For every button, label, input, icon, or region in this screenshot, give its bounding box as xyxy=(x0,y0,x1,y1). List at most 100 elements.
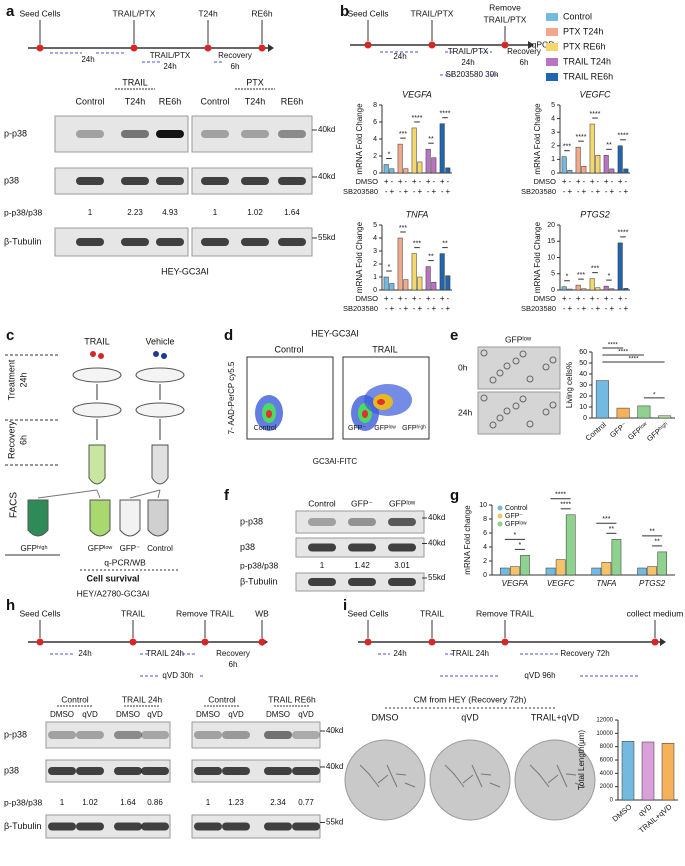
chart-title: TNFA xyxy=(406,209,429,219)
event-dot xyxy=(130,44,138,52)
cell xyxy=(480,394,488,402)
ratio-value: 1.02 xyxy=(247,208,263,217)
band xyxy=(308,578,336,586)
band xyxy=(141,767,169,775)
sig-stars: ** xyxy=(649,529,655,536)
event-label: TRAIL/PTX xyxy=(484,14,527,24)
legend-label: GFPˡᵒʷ xyxy=(505,521,527,528)
ratio-value: 1 xyxy=(88,208,93,217)
bar xyxy=(595,380,609,419)
size-label: 55kd xyxy=(326,818,343,827)
sign: - xyxy=(413,187,416,196)
ratio-value: 1.02 xyxy=(82,798,98,807)
sign: - xyxy=(385,187,388,196)
time-label: 24h xyxy=(458,407,472,417)
sign: + xyxy=(389,304,394,313)
y-tick-label: 8000 xyxy=(600,744,614,750)
sign: + xyxy=(567,187,572,196)
sign: + xyxy=(426,177,431,186)
sign: - xyxy=(446,294,449,303)
y-tick-label: 2 xyxy=(483,558,487,565)
row-name: SB203580 xyxy=(343,304,378,313)
y-tick-label: 40 xyxy=(579,371,587,378)
y-tick-label: 30 xyxy=(579,382,587,389)
caption: HEY/A2780-GC3AI xyxy=(77,588,150,598)
size-label: 40kd xyxy=(326,726,343,735)
bar xyxy=(617,242,623,291)
blot-membrane xyxy=(45,721,171,749)
sign: - xyxy=(610,177,613,186)
band xyxy=(241,130,269,138)
y-tick-label: 5 xyxy=(551,271,555,278)
dish xyxy=(135,402,185,418)
sig-stars: **** xyxy=(590,111,601,118)
band xyxy=(241,238,269,246)
band xyxy=(48,731,76,739)
sign: + xyxy=(440,177,445,186)
group-label: Control xyxy=(208,694,236,704)
micrograph xyxy=(477,346,561,390)
sign: + xyxy=(389,187,394,196)
band xyxy=(292,767,320,775)
sig-stars: **** xyxy=(555,492,566,499)
event-dot xyxy=(129,638,137,646)
band xyxy=(222,822,250,831)
sig-stars: **** xyxy=(440,111,451,118)
tube-structure xyxy=(453,773,465,788)
sign: - xyxy=(605,187,608,196)
bar xyxy=(617,145,623,174)
ratio-value: 1 xyxy=(320,561,325,570)
bar xyxy=(616,407,630,419)
micrograph xyxy=(477,391,561,435)
sign: + xyxy=(609,304,614,313)
flow-cloud xyxy=(362,410,368,418)
ratio-value: 1.64 xyxy=(284,208,300,217)
interval-label: Recovery xyxy=(507,47,541,56)
y-axis-label: 7- AAD-PerCP cy5.5 xyxy=(227,361,236,434)
cell xyxy=(503,407,511,415)
legend-label: TRAIL T24h xyxy=(563,56,611,66)
dish xyxy=(135,367,185,383)
sig-stars: * xyxy=(388,264,391,271)
bar xyxy=(567,288,573,291)
blot-membrane xyxy=(295,510,425,534)
sign: + xyxy=(398,177,403,186)
bar xyxy=(637,567,647,576)
event-dot xyxy=(364,638,372,646)
agent-label: Vehicle xyxy=(145,336,174,346)
panel-label: h xyxy=(6,597,15,614)
sign: - xyxy=(427,304,430,313)
cell xyxy=(542,363,550,371)
panel-label: g xyxy=(450,487,459,504)
event-label: Remove TRAIL xyxy=(476,608,534,618)
y-tick-label: 20 xyxy=(547,222,555,229)
event-dot xyxy=(36,44,44,52)
bar xyxy=(555,559,566,576)
sign: - xyxy=(404,294,407,303)
drop xyxy=(90,351,96,357)
sign: + xyxy=(576,294,581,303)
y-tick-label: 4 xyxy=(483,544,487,551)
y-tick-label: 0 xyxy=(483,572,487,579)
band xyxy=(278,238,306,246)
sign: - xyxy=(413,304,416,313)
row-name: SB203580 xyxy=(521,304,556,313)
lane-label: DMSO xyxy=(266,710,290,719)
bar xyxy=(403,168,409,174)
row-label: p-p38 xyxy=(240,516,263,526)
band xyxy=(292,822,320,831)
sign: - xyxy=(619,187,622,196)
bar xyxy=(595,155,601,174)
interval-label: 24h xyxy=(461,58,474,67)
event-label: Seed Cells xyxy=(19,8,60,18)
tube-structure xyxy=(565,773,577,776)
cell xyxy=(549,356,557,364)
sign: + xyxy=(384,294,389,303)
row-name: DMSO xyxy=(534,294,557,303)
ratio-label: p-p38/p38 xyxy=(240,560,279,570)
lane-label: Control xyxy=(75,96,104,106)
event-label: TRAIL xyxy=(121,608,145,618)
drop xyxy=(153,351,159,357)
bar xyxy=(658,415,672,419)
